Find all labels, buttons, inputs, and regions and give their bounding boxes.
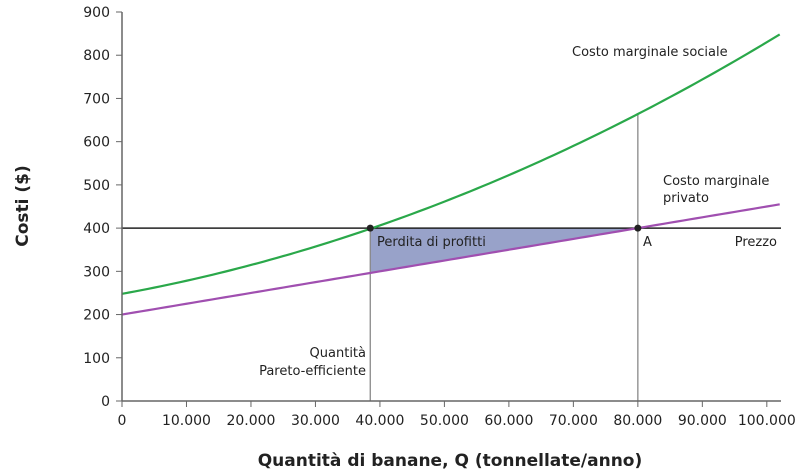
y-tick-label: 0 <box>101 394 110 410</box>
y-tick-label: 600 <box>83 135 110 151</box>
y-axis-title: Costi ($) <box>13 165 33 247</box>
y-tick-label: 800 <box>83 48 110 64</box>
price-label: Prezzo <box>735 235 777 250</box>
pareto-label-2: Pareto-efficiente <box>259 364 366 379</box>
x-tick-label: 90.000 <box>678 413 727 429</box>
y-tick-label: 400 <box>83 221 110 237</box>
y-tick-label: 700 <box>83 91 110 107</box>
y-tick-label: 200 <box>83 308 110 324</box>
x-tick-label: 30.000 <box>291 413 340 429</box>
y-tick-label: 100 <box>83 351 110 367</box>
point-a-label: A <box>643 235 652 250</box>
y-tick-label: 300 <box>83 264 110 280</box>
private-mc-label-2: privato <box>663 191 709 206</box>
x-tick-label: 100.000 <box>738 413 796 429</box>
x-tick-label: 0 <box>118 413 127 429</box>
x-tick-label: 20.000 <box>226 413 275 429</box>
y-tick-label: 900 <box>83 5 110 21</box>
social-mc-label: Costo marginale sociale <box>572 45 728 60</box>
x-tick-label: 70.000 <box>549 413 598 429</box>
x-axis-title: Quantità di banane, Q (tonnellate/anno) <box>258 451 643 471</box>
x-tick-label: 10.000 <box>162 413 211 429</box>
x-tick-label: 60.000 <box>484 413 533 429</box>
pareto-point <box>366 224 374 232</box>
pareto-label-1: Quantità <box>310 346 366 361</box>
social-mc-curve <box>121 33 781 295</box>
shaded-region-label: Perdita di profitti <box>377 235 486 250</box>
private-mc-curve <box>121 203 780 316</box>
x-tick-label: 50.000 <box>420 413 469 429</box>
y-tick-label: 500 <box>83 178 110 194</box>
private-mc-label-1: Costo marginale <box>663 174 769 189</box>
x-tick-label: 40.000 <box>355 413 404 429</box>
point-a <box>634 224 642 232</box>
x-tick-label: 80.000 <box>613 413 662 429</box>
